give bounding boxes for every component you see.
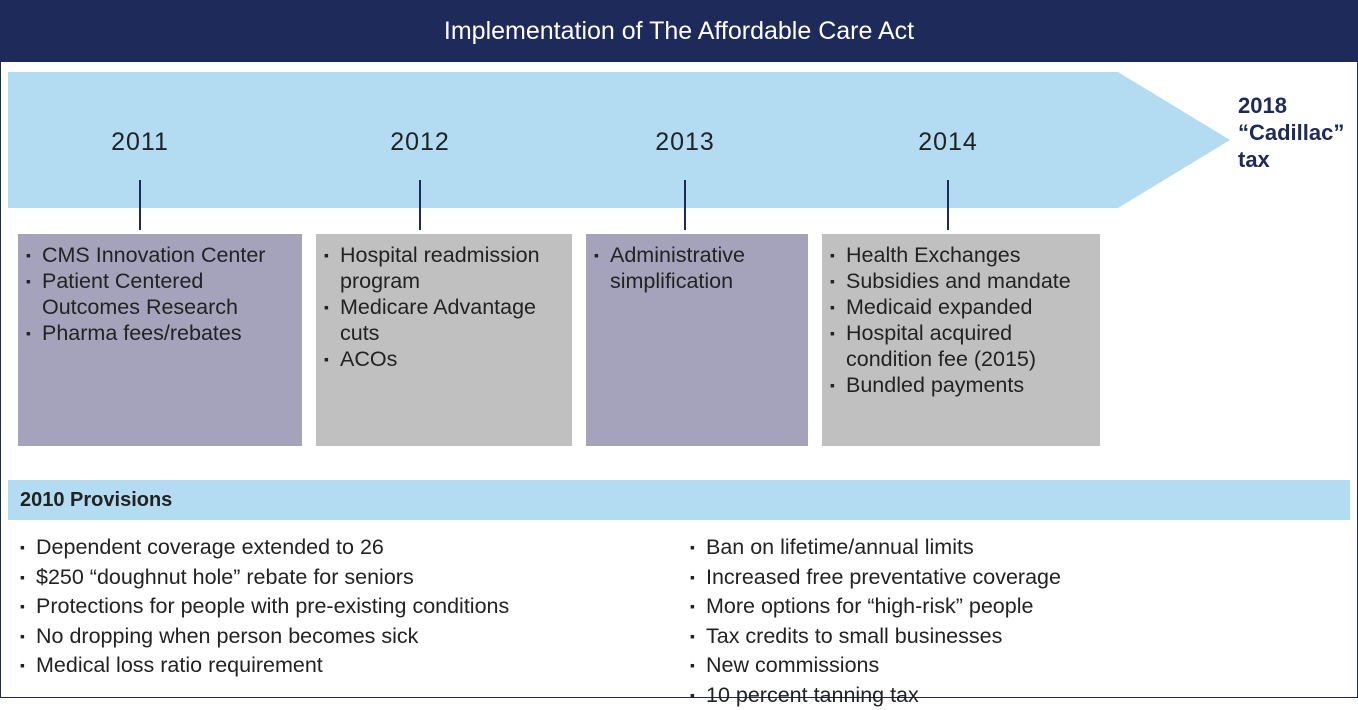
bullet-item: Medicaid expanded xyxy=(830,294,1094,320)
year-box: CMS Innovation CenterPatient Centered Ou… xyxy=(18,234,302,446)
provision-item: Increased free preventative coverage xyxy=(690,563,1061,593)
provision-item: $250 “doughnut hole” rebate for seniors xyxy=(20,563,509,593)
provision-item: Tax credits to small businesses xyxy=(690,622,1061,652)
provision-item: More options for “high-risk” people xyxy=(690,592,1061,622)
year-box: Hospital readmission programMedicare Adv… xyxy=(316,234,572,446)
bullet-item: Subsidies and mandate xyxy=(830,268,1094,294)
year-label: 2013 xyxy=(625,128,745,157)
bullet-item: Pharma fees/rebates xyxy=(26,320,296,346)
end-label-line: 2018 xyxy=(1238,92,1344,119)
provisions-left: Dependent coverage extended to 26$250 “d… xyxy=(20,533,509,681)
end-label-line: “Cadillac” xyxy=(1238,119,1344,146)
provisions-right: Ban on lifetime/annual limitsIncreased f… xyxy=(690,533,1061,710)
provision-item: 10 percent tanning tax xyxy=(690,681,1061,710)
year-label: 2012 xyxy=(360,128,480,157)
bullet-item: Medicare Advantage cuts xyxy=(324,294,566,346)
bullet-item: Hospital readmission program xyxy=(324,242,566,294)
year-label: 2011 xyxy=(80,128,200,157)
provision-item: Medical loss ratio requirement xyxy=(20,651,509,681)
provision-item: No dropping when person becomes sick xyxy=(20,622,509,652)
provisions-title: 2010 Provisions xyxy=(8,480,1350,520)
provision-item: New commissions xyxy=(690,651,1061,681)
provision-item: Ban on lifetime/annual limits xyxy=(690,533,1061,563)
year-label: 2014 xyxy=(888,128,1008,157)
bullet-item: Administrative simplification xyxy=(594,242,802,294)
bullet-item: CMS Innovation Center xyxy=(26,242,296,268)
year-box: Administrative simplification xyxy=(586,234,808,446)
provision-item: Dependent coverage extended to 26 xyxy=(20,533,509,563)
year-box: Health ExchangesSubsidies and mandateMed… xyxy=(822,234,1100,446)
bullet-item: Health Exchanges xyxy=(830,242,1094,268)
bullet-item: ACOs xyxy=(324,346,566,372)
end-label: 2018“Cadillac”tax xyxy=(1238,92,1344,173)
bullet-item: Bundled payments xyxy=(830,372,1094,398)
provision-item: Protections for people with pre-existing… xyxy=(20,592,509,622)
end-label-line: tax xyxy=(1238,146,1344,173)
bullet-item: Patient Centered Outcomes Research xyxy=(26,268,296,320)
bullet-item: Hospital acquired condition fee (2015) xyxy=(830,320,1094,372)
